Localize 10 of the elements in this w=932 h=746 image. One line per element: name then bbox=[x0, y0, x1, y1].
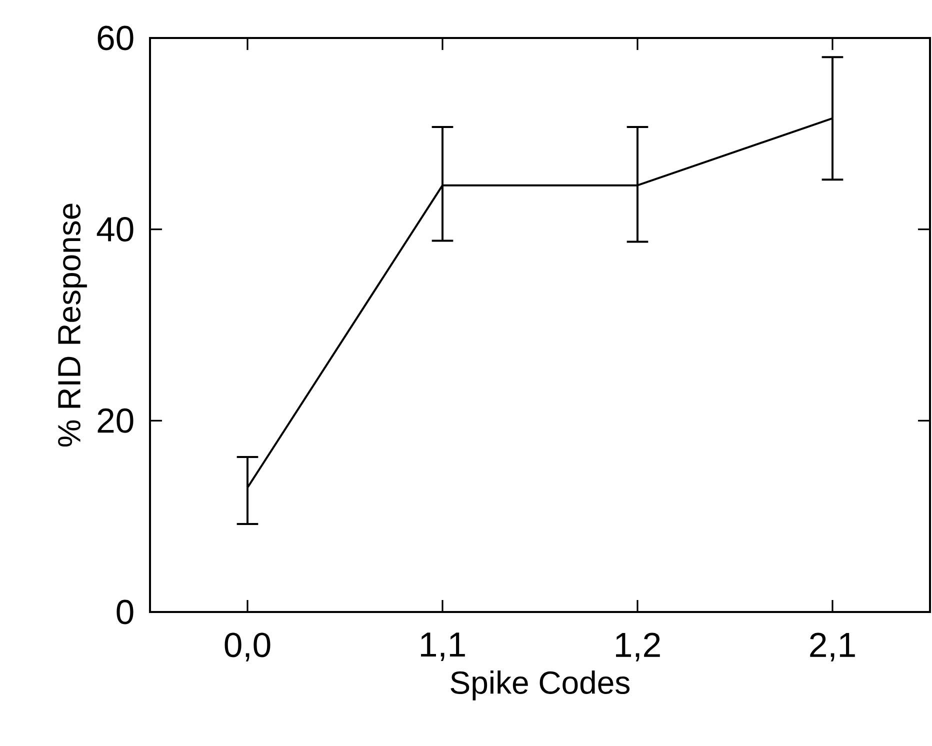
y-tick-label: 20 bbox=[98, 408, 134, 433]
x-tick-label: 1,2 bbox=[616, 632, 660, 662]
y-tick-label: 40 bbox=[96, 217, 134, 242]
y-axis-title: % RID Response bbox=[58, 204, 87, 447]
y-tick-label: 0 bbox=[116, 600, 134, 624]
x-axis-title: Spike Codes bbox=[450, 670, 630, 700]
x-tick-label: 2,1 bbox=[810, 632, 855, 662]
x-tick-label: 1,1 bbox=[421, 632, 465, 661]
x-tick-label: 0,0 bbox=[224, 632, 270, 662]
y-tick-label: 60 bbox=[98, 26, 134, 50]
